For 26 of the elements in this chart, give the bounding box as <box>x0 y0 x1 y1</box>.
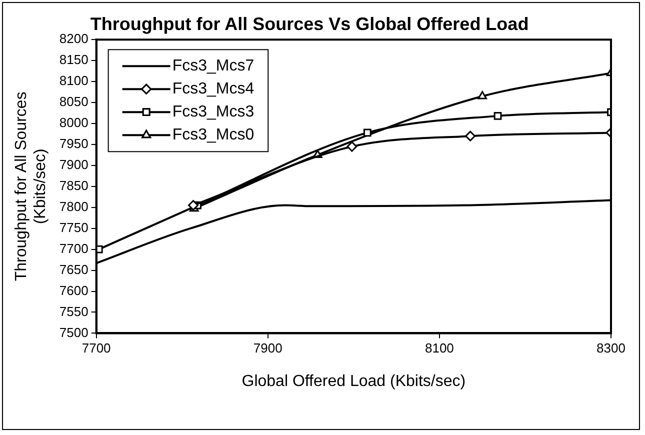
x-tick-label: 8300 <box>596 340 626 356</box>
y-tick-label: 7750 <box>59 220 88 235</box>
y-tick-label: 7650 <box>59 262 88 277</box>
y-tick-label: 8050 <box>59 94 88 110</box>
y-tick-label: 8100 <box>59 73 88 88</box>
x-axis-title: Global Offered Load (Kbits/sec) <box>242 372 466 390</box>
y-tick-label: 7550 <box>59 304 88 319</box>
y-tick-label: 8150 <box>59 52 88 68</box>
legend-label: Fcs3_Mcs4 <box>172 80 254 98</box>
y-tick-label: 8000 <box>59 115 88 130</box>
legend-label: Fcs3_Mcs7 <box>172 58 254 75</box>
y-tick-label: 7850 <box>59 178 88 193</box>
y-tick-label: 7500 <box>59 324 88 340</box>
legend-label: Fcs3_Mcs0 <box>172 126 254 144</box>
x-tick-label: 7700 <box>82 340 111 356</box>
y-tick-label: 7800 <box>59 198 88 214</box>
y-tick-label: 7950 <box>59 136 88 152</box>
x-tick-label: 7900 <box>253 340 282 356</box>
y-axis-title: Throughput for All Sources (Kbits/sec) <box>13 92 50 282</box>
y-tick-label: 7900 <box>59 157 88 172</box>
y-tick-label: 7600 <box>59 282 88 298</box>
legend-label: Fcs3_Mcs3 <box>172 104 254 121</box>
y-tick-label: 8200 <box>59 31 88 46</box>
chart-title: Throughput for All Sources Vs Global Offered Load <box>90 14 529 34</box>
y-tick-label: 7700 <box>59 240 88 256</box>
x-tick-label: 8100 <box>424 340 454 356</box>
